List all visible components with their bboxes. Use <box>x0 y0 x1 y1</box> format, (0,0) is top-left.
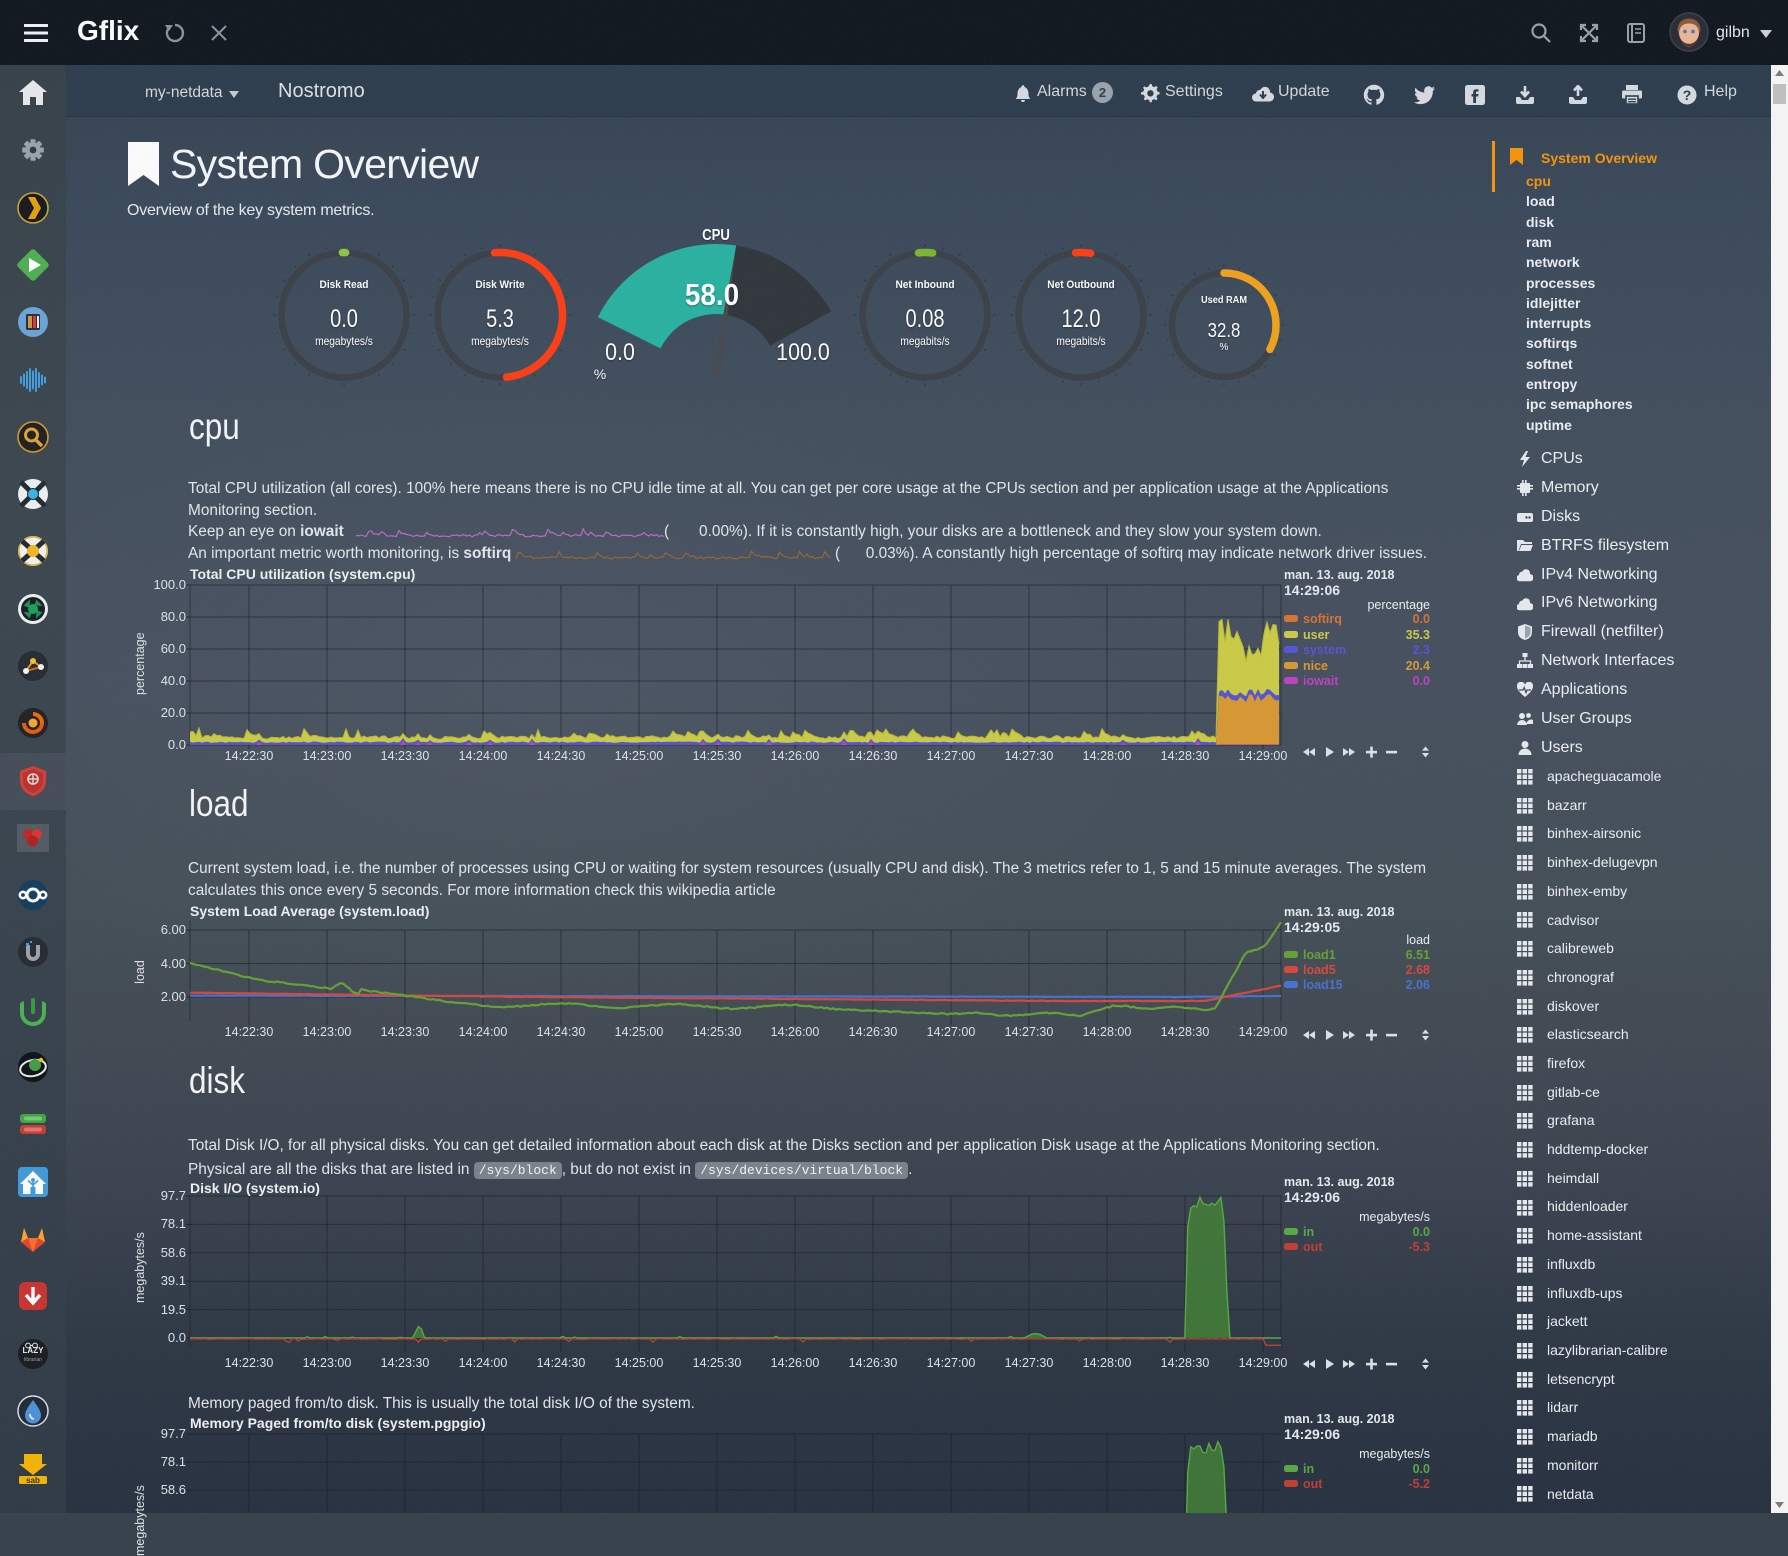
svg-text:LAZY: LAZY <box>23 1346 45 1355</box>
svg-text:?: ? <box>1683 87 1692 103</box>
svg-text:sab: sab <box>26 1476 40 1485</box>
svg-text:librarian: librarian <box>24 1357 42 1363</box>
